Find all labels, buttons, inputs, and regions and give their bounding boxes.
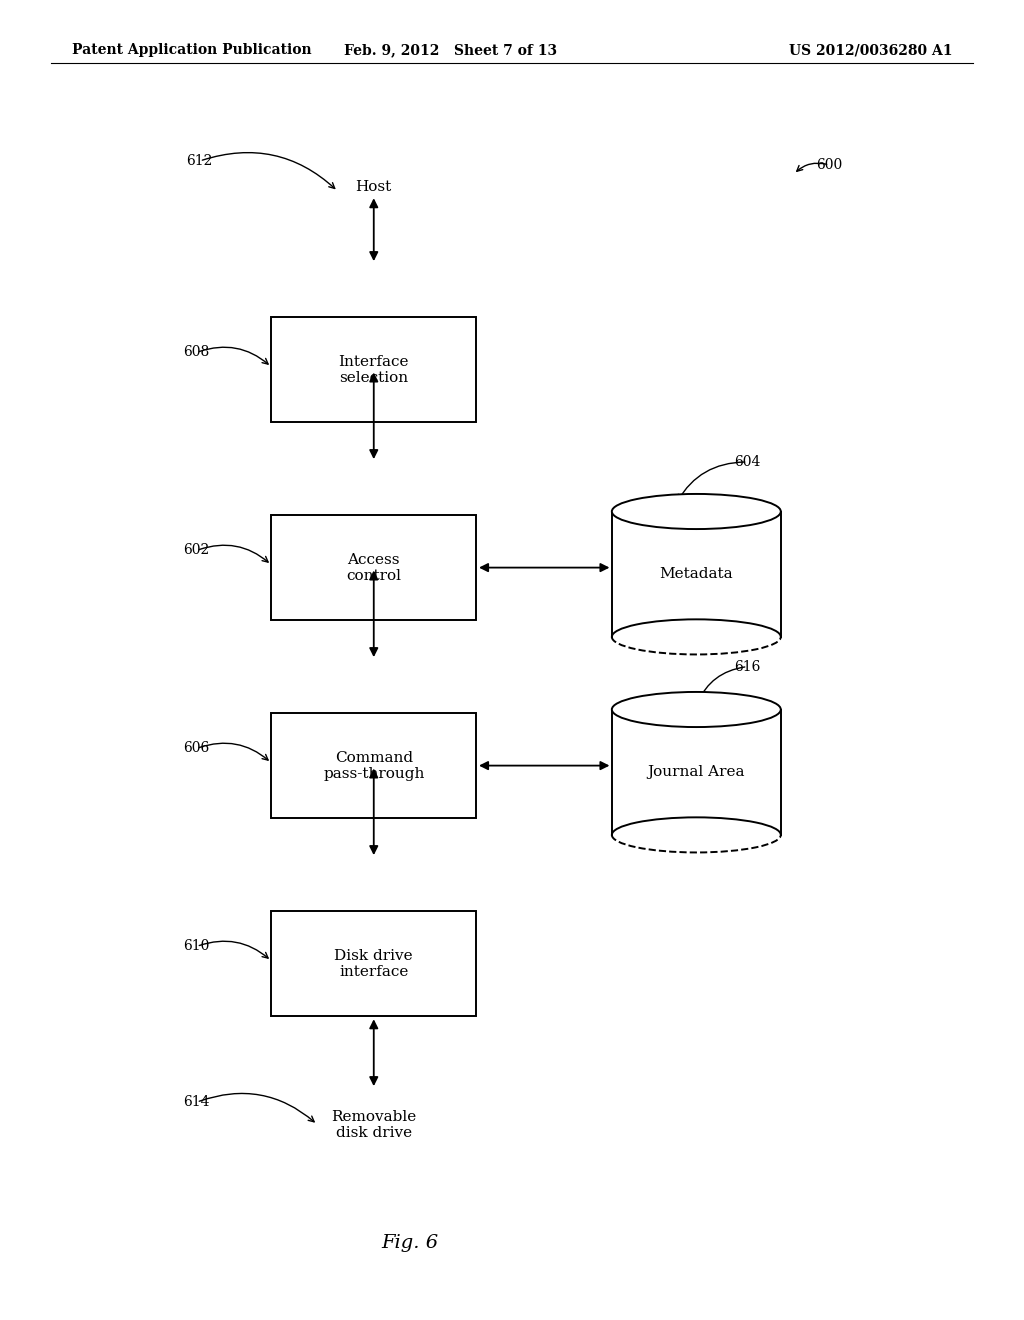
- Text: 614: 614: [183, 1096, 210, 1109]
- Text: 604: 604: [734, 455, 761, 469]
- Text: Patent Application Publication: Patent Application Publication: [72, 44, 311, 57]
- Text: Metadata: Metadata: [659, 568, 733, 581]
- FancyBboxPatch shape: [271, 911, 476, 1016]
- Text: Command
pass-through: Command pass-through: [324, 751, 424, 780]
- Text: US 2012/0036280 A1: US 2012/0036280 A1: [788, 44, 952, 57]
- Text: Interface
selection: Interface selection: [339, 355, 409, 384]
- Text: Removable
disk drive: Removable disk drive: [331, 1110, 417, 1139]
- Text: Fig. 6: Fig. 6: [381, 1234, 438, 1253]
- Text: 600: 600: [816, 158, 843, 172]
- Text: 616: 616: [734, 660, 761, 673]
- Text: Feb. 9, 2012   Sheet 7 of 13: Feb. 9, 2012 Sheet 7 of 13: [344, 44, 557, 57]
- Bar: [612, 710, 781, 836]
- Bar: [612, 512, 781, 638]
- Text: 608: 608: [183, 346, 210, 359]
- Ellipse shape: [612, 494, 781, 529]
- FancyBboxPatch shape: [271, 713, 476, 818]
- Text: Disk drive
interface: Disk drive interface: [335, 949, 413, 978]
- Text: 612: 612: [186, 154, 213, 168]
- Text: 606: 606: [183, 742, 210, 755]
- Text: Access
control: Access control: [346, 553, 401, 582]
- Text: Host: Host: [355, 181, 392, 194]
- FancyBboxPatch shape: [271, 317, 476, 422]
- FancyBboxPatch shape: [271, 515, 476, 620]
- Text: 610: 610: [183, 940, 210, 953]
- Text: Journal Area: Journal Area: [647, 766, 745, 779]
- Text: 602: 602: [183, 544, 210, 557]
- Ellipse shape: [612, 692, 781, 727]
